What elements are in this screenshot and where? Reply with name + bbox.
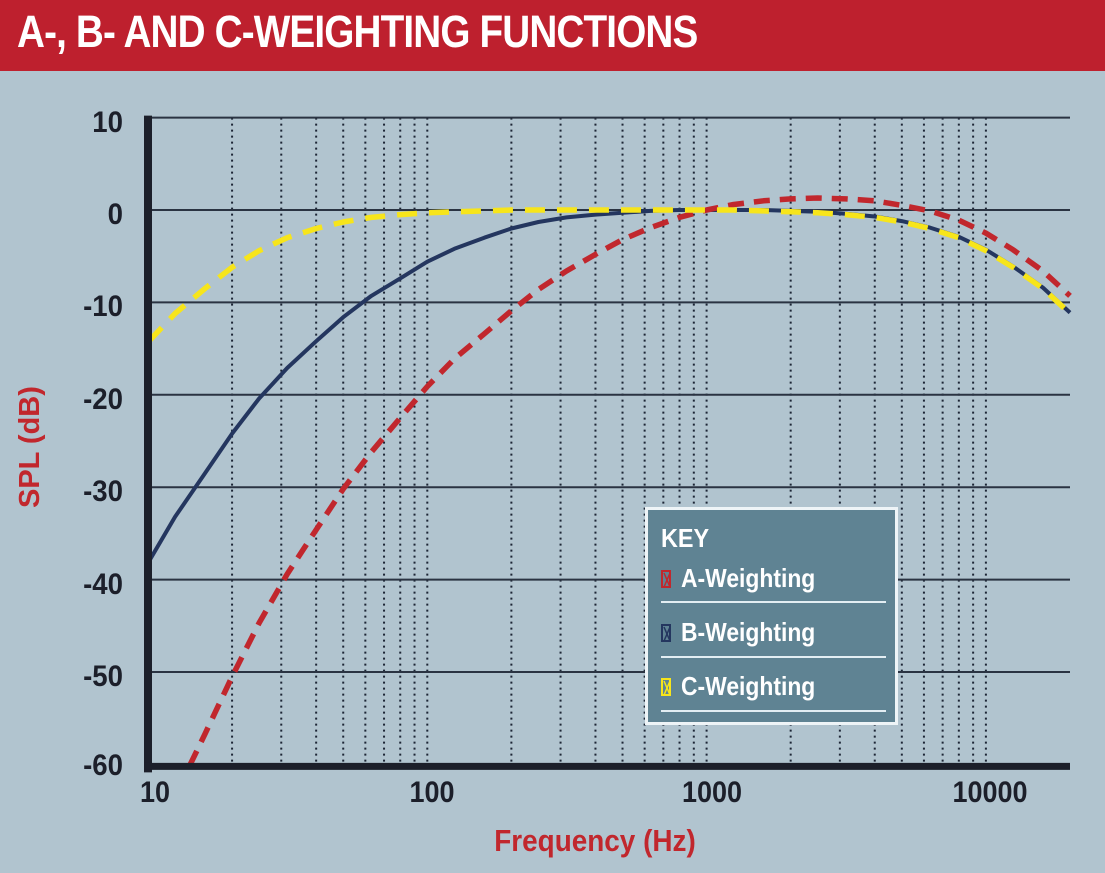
a-weighting-swatch-icon <box>661 570 671 588</box>
a-weightingcurve <box>187 195 1072 765</box>
c-weighting-swatch-icon <box>661 678 671 696</box>
legend-label: B-Weighting <box>681 617 816 647</box>
x-tick: 10 <box>139 776 171 809</box>
y-tick: 10 <box>92 106 123 139</box>
title-bar: A-, B- AND C-WEIGHTING FUNCTIONS <box>0 0 1105 71</box>
x-tick: 1000 <box>681 776 743 809</box>
legend-label: C-Weighting <box>681 671 816 701</box>
y-tick: -40 <box>83 568 123 601</box>
y-tick: -20 <box>83 383 123 416</box>
x-axis-label: Frequency (Hz) <box>494 823 696 858</box>
b-weightingcurve <box>148 208 1072 565</box>
legend-divider <box>661 710 886 712</box>
y-axis-label: SPL (dB) <box>14 386 46 508</box>
legend: KEY A-Weighting B-Weighting C-Weighting <box>645 507 898 725</box>
y-tick: -10 <box>83 290 123 323</box>
legend-item-c: C-Weighting <box>661 671 886 711</box>
c-weightingcurve <box>148 207 1072 344</box>
x-tick: 10000 <box>952 776 1028 809</box>
y-tick: -30 <box>83 475 123 508</box>
legend-divider <box>661 601 886 603</box>
legend-title: KEY <box>661 523 710 553</box>
legend-label: A-Weighting <box>681 563 816 593</box>
b-weighting-swatch-icon <box>661 624 671 642</box>
legend-item-b: B-Weighting <box>661 617 886 657</box>
y-tick: -60 <box>83 749 123 782</box>
y-tick: 0 <box>107 198 123 231</box>
chart-title: A-, B- AND C-WEIGHTING FUNCTIONS <box>17 6 698 57</box>
x-tick: 100 <box>409 776 455 809</box>
y-tick: -50 <box>83 660 123 693</box>
legend-item-a: A-Weighting <box>661 563 886 603</box>
legend-divider <box>661 656 886 658</box>
